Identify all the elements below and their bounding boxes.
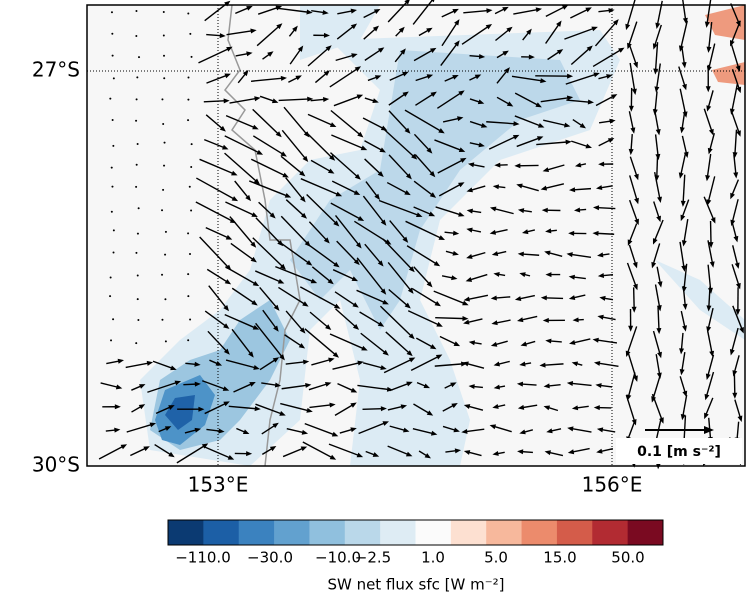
vector-dot xyxy=(187,339,189,341)
vector-dot xyxy=(187,13,189,15)
vector-dot xyxy=(163,165,165,167)
vector-dot xyxy=(136,98,138,100)
vector-dot xyxy=(110,339,112,341)
colorbar-bin xyxy=(592,520,628,545)
vector-dot xyxy=(137,275,139,277)
vector-dot xyxy=(162,189,164,191)
colorbar-bin xyxy=(451,520,487,545)
colorbar-tick-label: 50.0 xyxy=(611,549,644,567)
colorbar-tick-label: 5.0 xyxy=(484,549,508,567)
vector-dot xyxy=(135,120,137,122)
vector-shaft xyxy=(658,307,659,331)
vector-dot xyxy=(161,319,163,321)
lat-label: 27°S xyxy=(32,58,80,82)
colorbar-bin xyxy=(309,520,345,545)
vector-dot xyxy=(137,233,139,235)
vector-dot xyxy=(189,253,191,255)
vector-dot xyxy=(187,273,189,275)
vector-dot xyxy=(136,164,138,166)
vector-dot xyxy=(111,186,113,188)
vector-dot xyxy=(164,298,166,300)
vector-dot xyxy=(113,252,115,254)
vector-dot xyxy=(112,318,114,320)
vector-dot xyxy=(163,77,165,79)
vector-dot xyxy=(135,10,137,12)
vector-dot xyxy=(138,56,140,58)
colorbar-bin xyxy=(274,520,310,545)
vector-dot xyxy=(112,55,114,57)
vector-dot xyxy=(110,276,112,278)
vector-dot xyxy=(135,186,137,188)
vector-dot xyxy=(164,142,166,144)
vector-dot xyxy=(109,98,111,100)
vector-dot xyxy=(111,211,113,213)
vector-dot xyxy=(187,99,189,101)
colorbar-tick-label: 1.0 xyxy=(421,549,445,567)
lon-label: 156°E xyxy=(582,473,643,497)
vector-dot xyxy=(111,33,113,35)
vector-dot xyxy=(161,209,163,211)
vector-dot xyxy=(189,33,191,35)
vector-dot xyxy=(109,295,111,297)
vector-dot xyxy=(191,56,193,58)
colorbar-tick-label: −2.5 xyxy=(355,549,391,567)
vector-dot xyxy=(163,11,165,13)
vector-dot xyxy=(161,98,163,100)
vector-dot xyxy=(191,143,193,145)
colorbar-bin xyxy=(380,520,416,545)
vector-dot xyxy=(161,274,163,276)
vector-dot xyxy=(135,35,137,37)
vector-dot xyxy=(136,76,138,78)
colorbar-bin xyxy=(203,520,239,545)
lon-label: 153°E xyxy=(188,473,249,497)
vector-dot xyxy=(163,55,165,57)
colorbar-tick-label: −30.0 xyxy=(247,549,293,567)
vector-dot xyxy=(138,207,140,209)
colorbar-bin xyxy=(522,520,558,545)
vector-dot xyxy=(113,229,115,231)
colorbar-bin xyxy=(239,520,275,545)
map-area: 0.1 [m s⁻²] xyxy=(87,0,745,469)
vector-dot xyxy=(135,252,137,254)
vector-dot xyxy=(189,186,191,188)
vector-dot xyxy=(164,254,166,256)
vector-dot xyxy=(112,119,114,121)
vector-dot xyxy=(163,34,165,36)
colorbar-tick-label: 15.0 xyxy=(543,549,576,567)
vector-dot xyxy=(187,77,189,79)
vector-shaft xyxy=(634,287,635,309)
vector-dot xyxy=(190,210,192,212)
colorbar-bin xyxy=(416,520,452,545)
vector-dot xyxy=(187,232,189,234)
vector-dot xyxy=(165,231,167,233)
vector-shaft xyxy=(363,409,384,410)
vector-dot xyxy=(112,145,114,147)
quiver-key-label: 0.1 [m s⁻²] xyxy=(637,444,721,460)
vector-dot xyxy=(137,143,139,145)
vector-dot xyxy=(113,77,115,79)
colorbar-tick-label: −110.0 xyxy=(175,549,231,567)
vector-dot xyxy=(187,295,189,297)
vector-dot xyxy=(135,342,137,344)
colorbar-bin xyxy=(168,520,204,545)
colorbar-bin xyxy=(557,520,593,545)
colorbar-bin xyxy=(628,520,664,545)
vector-dot xyxy=(111,167,113,169)
vector-dot xyxy=(137,319,139,321)
colorbar-bin xyxy=(486,520,522,545)
colorbar-bin xyxy=(345,520,381,545)
vector-shaft xyxy=(657,155,658,179)
vector-dot xyxy=(111,11,113,13)
vector-dot xyxy=(165,340,167,342)
vector-shaft xyxy=(435,318,465,319)
vector-dot xyxy=(190,166,192,168)
vector-dot xyxy=(137,298,139,300)
colorbar-label: SW net flux sfc [W m⁻²] xyxy=(327,576,504,594)
vector-dot xyxy=(189,318,191,320)
vector-dot xyxy=(187,119,189,121)
lat-label: 30°S xyxy=(32,453,80,477)
vector-dot xyxy=(162,123,164,125)
